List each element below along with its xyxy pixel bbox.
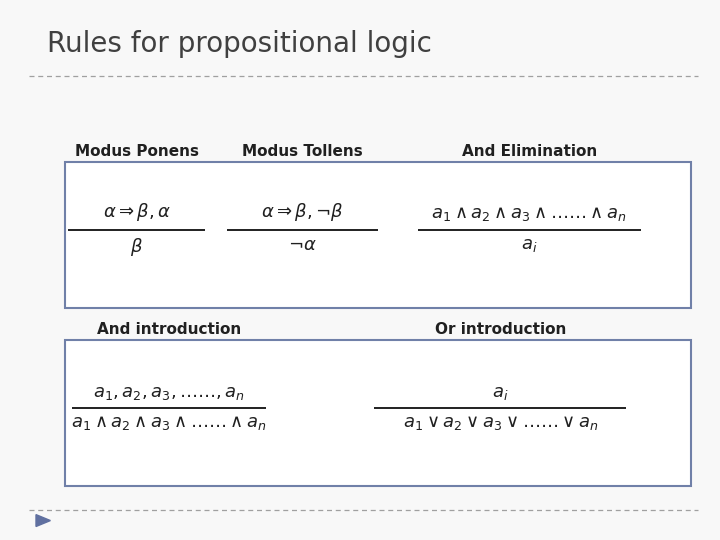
Text: $a_i$: $a_i$ — [521, 235, 537, 254]
Text: $a_1, a_2, a_3, \ldots\ldots, a_n$: $a_1, a_2, a_3, \ldots\ldots, a_n$ — [94, 383, 245, 402]
Text: Rules for propositional logic: Rules for propositional logic — [47, 30, 432, 58]
Text: $\beta$: $\beta$ — [130, 235, 143, 258]
Bar — [65, 162, 691, 308]
Polygon shape — [36, 515, 50, 526]
Text: $a_i$: $a_i$ — [492, 383, 508, 402]
Text: And Elimination: And Elimination — [462, 144, 597, 159]
Text: Modus Tollens: Modus Tollens — [242, 144, 363, 159]
Text: $a_1 \wedge a_2 \wedge a_3 \wedge \ldots\ldots \wedge a_n$: $a_1 \wedge a_2 \wedge a_3 \wedge \ldots… — [431, 205, 627, 224]
Text: $\alpha \Rightarrow \beta, \neg\beta$: $\alpha \Rightarrow \beta, \neg\beta$ — [261, 201, 343, 224]
Text: Modus Ponens: Modus Ponens — [75, 144, 199, 159]
Text: $\neg\alpha$: $\neg\alpha$ — [288, 235, 317, 254]
Text: $a_1 \wedge a_2 \wedge a_3 \wedge \ldots\ldots \wedge a_n$: $a_1 \wedge a_2 \wedge a_3 \wedge \ldots… — [71, 414, 267, 432]
Text: $a_1 \vee a_2 \vee a_3 \vee \ldots\ldots \vee a_n$: $a_1 \vee a_2 \vee a_3 \vee \ldots\ldots… — [402, 414, 598, 432]
Bar — [65, 340, 691, 486]
Text: And introduction: And introduction — [97, 322, 241, 338]
Text: $\alpha \Rightarrow \beta, \alpha$: $\alpha \Rightarrow \beta, \alpha$ — [103, 201, 171, 224]
Text: Or introduction: Or introduction — [435, 322, 566, 338]
